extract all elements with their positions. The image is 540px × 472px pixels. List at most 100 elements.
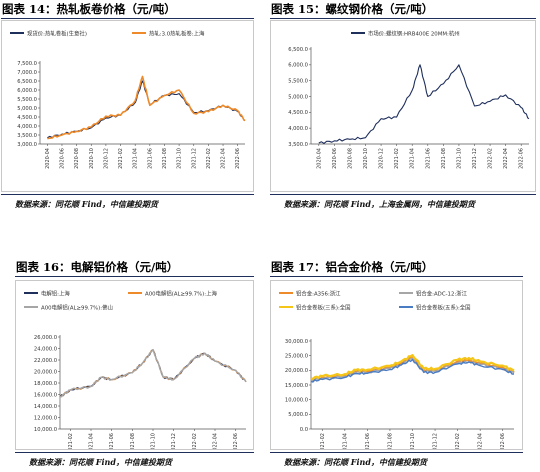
x-tick-label: 2020-06 (332, 148, 338, 169)
y-tick-label: 5,500.0 (17, 97, 37, 103)
y-tick-label: 6,000.0 (17, 88, 37, 94)
x-tick-label: 2022-06 (500, 433, 506, 449)
x-tick-label: 2021-08 (387, 433, 393, 449)
source-rule: 数据来源：同花顺 Find，上海金属网，中信建投期货 (270, 194, 536, 212)
legend-label: A00电解铝(AL≥99.7%):佛山 (41, 304, 113, 312)
y-tick-label: 3,000.0 (17, 142, 37, 148)
heading-rule: 图表 14：热轧板卷价格（元/吨） (1, 0, 254, 19)
x-tick-label: 2020-06 (59, 148, 65, 169)
panel-hot-rolled-coil: 图表 14：热轧板卷价格（元/吨） 现货价:热轧卷板(生意社) 热轧:3.0热轧板… (1, 0, 254, 214)
y-tick-label: 3,500.0 (17, 133, 37, 139)
x-tick-label: 2022-04 (221, 148, 227, 169)
y-tick-label: 4,000.0 (288, 126, 308, 132)
x-tick-label: 2021-10 (177, 148, 183, 169)
x-tick-label: 2022-02 (455, 433, 461, 449)
x-tick-label: 2021-12 (433, 433, 439, 449)
x-tick-label: 2020-12 (103, 148, 109, 169)
y-tick-label: 10,000.0 (34, 427, 57, 433)
figure-title: 图表 15：螺纹钢价格（元/吨） (271, 2, 434, 16)
source-note: 数据来源：同花顺 Find，中信建投期货 (29, 457, 172, 467)
y-tick-label: 20,000.0 (285, 368, 308, 374)
x-tick-label: 2021-02 (394, 148, 400, 169)
series-line (310, 354, 515, 380)
y-tick-label: 3,500.0 (288, 142, 308, 148)
y-tick-label: 16,000.0 (34, 392, 57, 398)
y-tick-label: 5,000.0 (288, 94, 308, 100)
series-line (47, 75, 246, 140)
y-tick-label: 20,000.0 (34, 369, 57, 375)
panel-aluminum-alloy: 图表 17：铝合金价格（元/吨） 铝合金:A356:浙江 铝合金:ADC-12:浙… (270, 258, 523, 472)
source-note: 数据来源：同花顺 Find，中信建投期货 (15, 199, 158, 209)
legend-label: 电解铝:上海 (41, 290, 70, 298)
y-tick-label: 14,000.0 (34, 404, 57, 410)
chart-electrolytic-aluminum: 电解铝:上海 A00电解铝(AL≥99.7%):上海 A00电解铝(AL≥99.7%… (24, 290, 247, 454)
series-line (59, 348, 247, 398)
legend-label: 铝合金卷板(三系):全国 (296, 304, 351, 312)
y-tick-label: 6,500.0 (17, 79, 37, 85)
x-tick-label: 2022-02 (206, 148, 212, 169)
x-tick-label: 2020-04 (45, 148, 51, 169)
y-tick-label: 7,000.0 (17, 70, 37, 76)
x-tick-label: 2022-04 (503, 148, 509, 169)
x-tick-label: 2021-04 (133, 148, 139, 169)
x-tick-label: 2020-08 (74, 148, 80, 169)
legend-label: 铝合金:ADC-12:浙江 (416, 290, 468, 298)
y-tick-label: 6,000.0 (288, 63, 308, 69)
source-rule: 数据来源：同花顺 Find，中信建投期货 (1, 194, 254, 212)
x-tick-label: 2021-04 (89, 433, 95, 449)
panel-electrolytic-aluminum: 图表 16：电解铝价格（元/吨） 电解铝:上海 A00电解铝(AL≥99.7%):… (15, 258, 254, 472)
x-tick-label: 2021-12 (191, 148, 197, 169)
figure-title: 图表 17：铝合金价格（元/吨） (271, 260, 434, 274)
y-tick-label: 5,000.0 (17, 106, 37, 112)
y-tick-label: 24,000.0 (34, 346, 57, 352)
y-tick-label: 26,000.0 (34, 335, 57, 341)
chart-frame: 铝合金:A356:浙江 铝合金:ADC-12:浙江铝合金卷板(三系):全国 铝合金卷… (270, 280, 523, 454)
x-tick-label: 2022-04 (213, 433, 219, 449)
x-tick-label: 2021-08 (162, 148, 168, 169)
x-tick-label: 2020-04 (316, 148, 322, 169)
source-rule: 数据来源：同花顺 Find，中信建投期货 (270, 452, 523, 470)
x-tick-label: 2021-12 (171, 433, 177, 449)
heading-rule: 图表 17：铝合金价格（元/吨） (270, 258, 523, 277)
y-tick-label: 30,000.0 (285, 339, 308, 345)
chart-hot-rolled-coil: 现货价:热轧卷板(生意社) 热轧:3.0热轧板卷:上海 7,500.0 7,000.0… (10, 30, 246, 169)
chart-frame: 现货价:热轧卷板(生意社) 热轧:3.0热轧板卷:上海 7,500.0 7,000.0… (1, 20, 254, 192)
heading-rule: 图表 16：电解铝价格（元/吨） (15, 258, 254, 277)
x-tick-label: 2020-10 (89, 148, 95, 169)
series-line (318, 64, 530, 144)
heading-rule: 图表 15：螺纹钢价格（元/吨） (270, 0, 536, 19)
y-tick-label: 18,000.0 (34, 381, 57, 387)
series-line (59, 349, 247, 398)
x-tick-label: 2021-04 (410, 148, 416, 169)
legend-label: 热轧:3.0热轧板卷:上海 (149, 30, 205, 38)
x-tick-label: 2022-02 (192, 433, 198, 449)
y-tick-label: 5,500.0 (288, 78, 308, 84)
y-tick-label: 25,000.0 (285, 353, 308, 359)
x-tick-label: 2022-06 (235, 148, 241, 169)
x-tick-label: 2021-10 (151, 433, 157, 449)
x-tick-label: 2021-10 (456, 148, 462, 169)
x-tick-label: 2022-04 (478, 433, 484, 449)
x-tick-label: 2020-12 (379, 148, 385, 169)
legend-label: 现货价:热轧卷板(生意社) (27, 30, 87, 38)
legend-label: 铝合金卷板(五系):全国 (416, 304, 471, 312)
source-note: 数据来源：同花顺 Find，上海金属网，中信建投期货 (284, 199, 475, 209)
y-tick-label: 22,000.0 (34, 358, 57, 364)
y-tick-label: 12,000.0 (34, 415, 57, 421)
x-tick-label: 2021-02 (68, 433, 74, 449)
y-tick-label: 4,500.0 (288, 110, 308, 116)
x-tick-label: 2021-08 (441, 148, 447, 169)
y-tick-label: 10,000.0 (285, 397, 308, 403)
x-tick-label: 2020-10 (363, 148, 369, 169)
x-tick-label: 2021-10 (410, 433, 416, 449)
chart-rebar: 市场价:螺纹钢:HRB400E 20MM:杭州 6,500.0 6,000.0 5,5… (288, 30, 530, 169)
x-tick-label: 2022-06 (233, 433, 239, 449)
x-tick-label: 2021-02 (320, 433, 326, 449)
x-tick-label: 2021-08 (130, 433, 136, 449)
legend-label: A00电解铝(AL≥99.7%):上海 (145, 290, 217, 298)
y-tick-label: 0.0 (300, 427, 308, 433)
legend-label: 铝合金:A356:浙江 (296, 290, 341, 298)
x-tick-label: 2022-06 (519, 148, 525, 169)
y-tick-label: 4,000.0 (17, 124, 37, 130)
